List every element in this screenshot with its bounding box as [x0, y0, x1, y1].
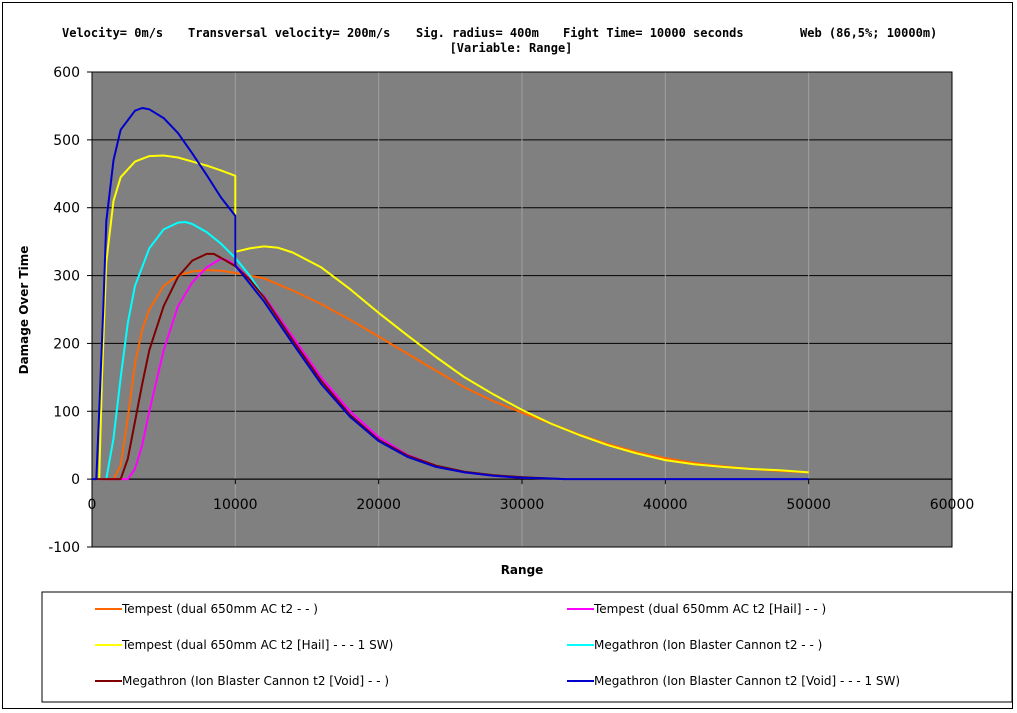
header-web: Web (86,5%; 10000m) — [800, 26, 937, 40]
x-tick-label: 10000 — [213, 497, 258, 513]
y-tick-label: 0 — [71, 472, 80, 488]
y-tick-label: 600 — [53, 65, 80, 81]
y-tick-label: 200 — [53, 336, 80, 352]
series-lines — [92, 107, 809, 481]
header-transversal-velocity: Transversal velocity= 200m/s — [188, 26, 390, 40]
plot-border — [91, 71, 953, 548]
legend-label-4: Megathron (Ion Blaster Cannon t2 - - ) — [594, 638, 822, 652]
y-tick-label: -100 — [48, 540, 80, 556]
y-tick-label: 400 — [53, 201, 80, 217]
x-tick-label: 30000 — [500, 497, 545, 513]
y-tick-label: 100 — [53, 404, 80, 420]
legend-label-6: Megathron (Ion Blaster Cannon t2 [Void] … — [594, 674, 900, 688]
y-axis-title: Damage Over Time — [17, 246, 31, 375]
x-tick-label: 20000 — [356, 497, 401, 513]
legend: Tempest (dual 650mm AC t2 - - ) Tempest (… — [95, 602, 900, 688]
y-tick-label: 300 — [53, 269, 80, 285]
legend-label-2: Tempest (dual 650mm AC t2 [Hail] - - ) — [593, 602, 826, 616]
header-sig-radius: Sig. radius= 400m — [416, 26, 539, 40]
legend-label-3: Tempest (dual 650mm AC t2 [Hail] - - - 1… — [121, 638, 393, 652]
grid-lines — [92, 72, 952, 547]
legend-label-1: Tempest (dual 650mm AC t2 - - ) — [121, 602, 318, 616]
series-line-1 — [92, 269, 809, 481]
header-variable: [Variable: Range] — [450, 41, 573, 55]
x-tick-label: 50000 — [786, 497, 831, 513]
header-velocity: Velocity= 0m/s — [62, 26, 163, 40]
legend-box — [41, 591, 1013, 703]
x-tick-label: 40000 — [643, 497, 688, 513]
series-line-6 — [92, 107, 809, 481]
legend-label-5: Megathron (Ion Blaster Cannon t2 [Void] … — [122, 674, 389, 688]
header-fight-time: Fight Time= 10000 seconds — [563, 26, 744, 40]
x-axis-title: Range — [501, 563, 544, 577]
series-line-3 — [92, 154, 809, 481]
y-tick-label: 500 — [53, 133, 80, 149]
